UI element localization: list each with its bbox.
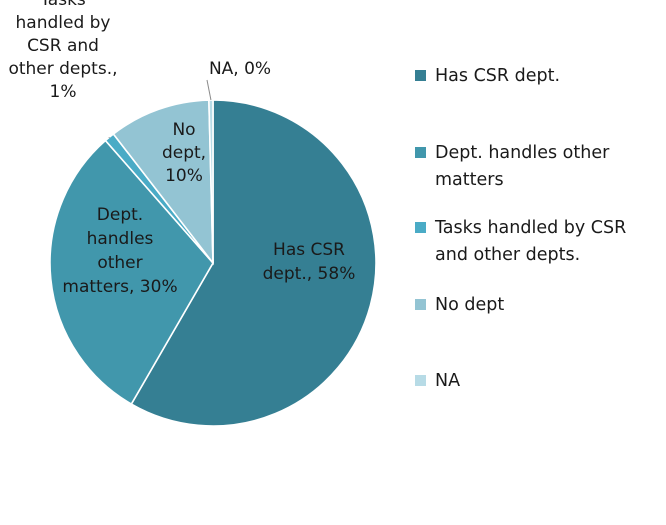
legend-label-na: NA — [435, 371, 460, 391]
data-label-na: NA, 0% — [209, 59, 271, 79]
pie-slice-na — [208, 99, 214, 264]
legend-swatch-has-csr-dept — [415, 70, 426, 81]
data-label-has-csr-dept: Has CSR dept., 58% — [263, 240, 356, 284]
pie-slice-no-dept — [112, 99, 214, 266]
legend-swatch-dept-handles-other-matters — [415, 147, 426, 158]
data-label-tasks-handled-by-csr-and-other-depts: Tasks handled by CSR and other depts., 1% — [8, 0, 117, 102]
pie-slices — [49, 99, 377, 427]
legend-label-tasks-handled-by-csr-and-other-depts: Tasks handled by CSR and other depts. — [434, 218, 626, 265]
legend-swatch-na — [415, 375, 426, 386]
legend-label-dept-handles-other-matters: Dept. handles other matters — [435, 143, 610, 190]
data-labels: Has CSR dept., 58% Dept. handles other matter… — [8, 0, 355, 297]
leader-line-na — [206, 79, 212, 101]
leader-lines — [108, 79, 212, 139]
data-label-no-dept: No dept, 10% — [162, 120, 206, 186]
legend-swatch-tasks-handled-by-csr-and-other-depts — [415, 222, 426, 233]
pie-slice-dept-handles-other-matters — [49, 139, 214, 406]
legend: Has CSR dept. Dept. handles other matters T… — [415, 66, 626, 391]
legend-label-no-dept: No dept — [435, 295, 504, 315]
data-label-dept-handles-other-matters: Dept. handles other matters, 30% — [62, 205, 177, 297]
pie-slice-has-csr-dept — [130, 99, 377, 427]
legend-label-has-csr-dept: Has CSR dept. — [435, 66, 560, 86]
legend-swatch-no-dept — [415, 299, 426, 310]
